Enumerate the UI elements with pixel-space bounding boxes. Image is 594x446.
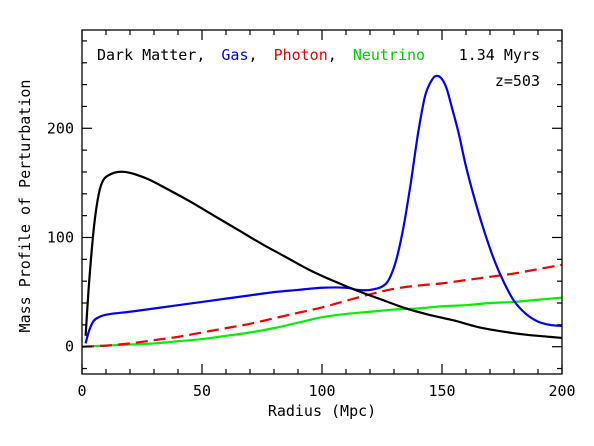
y-tick-label: 100	[47, 228, 74, 246]
x-tick-label: 150	[428, 382, 455, 400]
x-tick-label: 0	[77, 382, 86, 400]
legend-entry-neutrino: Neutrino	[353, 46, 425, 64]
series-line-photon	[81, 263, 563, 348]
legend-entry-gas: Gas	[221, 46, 248, 64]
x-axis-label: Radius (Mpc)	[268, 402, 376, 420]
series-line-gas	[84, 74, 563, 344]
x-tick-label: 100	[308, 382, 335, 400]
series-line-dark-matter	[84, 170, 563, 340]
legend: Dark Matter, Gas, Photon, Neutrino	[97, 46, 425, 64]
y-axis-label: Mass Profile of Perturbation	[16, 80, 34, 333]
plot-frame	[81, 29, 563, 375]
legend-entry-photon: Photon	[274, 46, 328, 64]
time-annotation: 1.34 Myrs	[459, 46, 540, 64]
y-tick-label: 0	[65, 338, 74, 356]
redshift-annotation: z=503	[495, 72, 540, 90]
x-tick-label: 200	[548, 382, 575, 400]
ticks-layer: 0 50 100 150 200 0 100 200	[47, 30, 576, 400]
y-tick-label: 200	[47, 119, 74, 137]
series-line-neutrino	[81, 296, 563, 348]
series-layer	[81, 74, 563, 348]
legend-comma-photon: ,	[328, 46, 337, 64]
x-tick-label: 50	[193, 382, 211, 400]
legend-prefix: Dark Matter,	[97, 46, 205, 64]
legend-comma-gas: ,	[249, 46, 258, 64]
